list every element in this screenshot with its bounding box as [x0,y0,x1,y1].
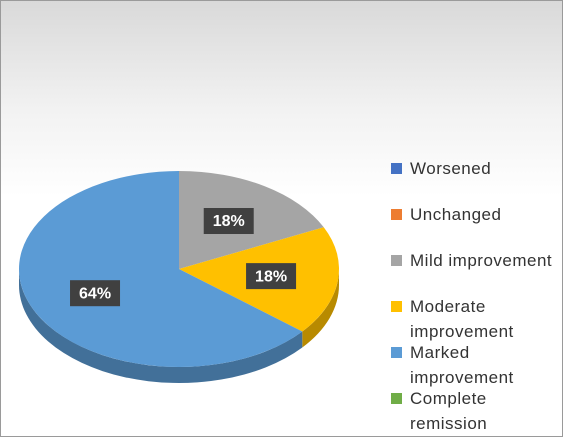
data-label-box [246,263,297,290]
legend-label: Unchanged [410,205,502,224]
data-label: 18% [213,213,245,230]
legend-item: Worsened [391,156,556,202]
legend-item: Moderate improvement [391,294,556,341]
legend-swatch [391,347,402,358]
slice [19,171,303,367]
legend-label: Mild improvement [410,251,553,270]
legend-swatch [391,393,402,404]
legend-item: Marked improvement [391,340,556,387]
legend-label: Moderate improvement [410,297,514,341]
legend-label: Worsened [410,159,492,178]
legend-swatch [391,255,402,266]
legend-swatch [391,163,402,174]
legend-swatch [391,209,402,220]
legend-item: Complete remission [391,386,556,433]
data-label: 18% [255,268,287,285]
legend-label: Complete remission [410,389,488,433]
data-label: 64% [79,285,111,302]
slice-side [302,269,339,348]
legend-swatch [391,301,402,312]
legend-item: Unchanged [391,202,556,248]
slice-side [19,269,303,383]
legend-label: Marked improvement [410,343,514,387]
legend-item: Mild improvement [391,248,556,294]
data-label-box [70,280,121,307]
data-label-box [203,208,254,235]
legend: Worsened Unchanged Mild improvement Moderat… [391,156,556,433]
